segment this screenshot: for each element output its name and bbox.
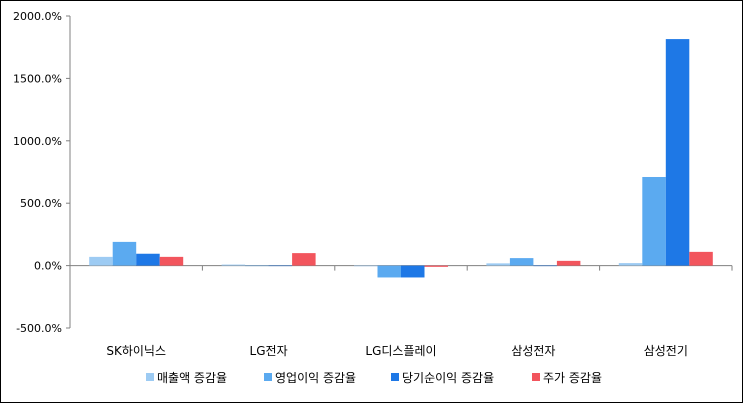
- bar-1: [486, 263, 510, 266]
- x-category-label: 삼성전자: [511, 344, 555, 358]
- bar-1: [354, 265, 378, 267]
- bar-3: [268, 265, 293, 267]
- legend-swatch: [264, 373, 272, 381]
- x-category-label: SK하이닉스: [106, 344, 166, 358]
- bar-4: [159, 256, 184, 266]
- bar-4: [556, 260, 581, 266]
- legend-label: 매출액 증감율: [157, 371, 227, 385]
- bar-3: [665, 39, 690, 266]
- bar-4: [424, 265, 448, 267]
- legend-label: 주가 증감율: [543, 371, 602, 385]
- x-category-label: 삼성전기: [644, 344, 688, 358]
- bar-2: [112, 241, 137, 266]
- legend-swatch: [532, 373, 540, 381]
- bar-2: [642, 176, 666, 266]
- bar-3: [136, 253, 160, 266]
- bar-4: [292, 253, 316, 266]
- x-category-label: LG디스플레이: [365, 344, 436, 358]
- bar-2: [377, 265, 401, 278]
- legend-label: 당기순이익 증감율: [402, 371, 494, 385]
- y-tick-label: 2000.0%: [13, 10, 62, 23]
- bar-1: [221, 264, 246, 266]
- bar-3: [533, 265, 557, 267]
- legend-swatch: [391, 373, 399, 381]
- y-tick-label: 0.0%: [34, 260, 62, 273]
- bar-1: [89, 256, 113, 266]
- x-category-label: LG전자: [250, 344, 288, 358]
- bar-2: [245, 265, 269, 267]
- bar-1: [618, 263, 643, 266]
- legend-label: 영업이익 증감율: [275, 371, 356, 385]
- y-tick-label: 1500.0%: [13, 72, 62, 85]
- y-tick-label: -500.0%: [16, 322, 62, 335]
- bar-4: [689, 251, 713, 266]
- y-tick-label: 500.0%: [20, 197, 62, 210]
- legend-swatch: [146, 373, 154, 381]
- y-tick-label: 1000.0%: [13, 135, 62, 148]
- bar-2: [509, 258, 534, 266]
- bar-3: [401, 265, 425, 278]
